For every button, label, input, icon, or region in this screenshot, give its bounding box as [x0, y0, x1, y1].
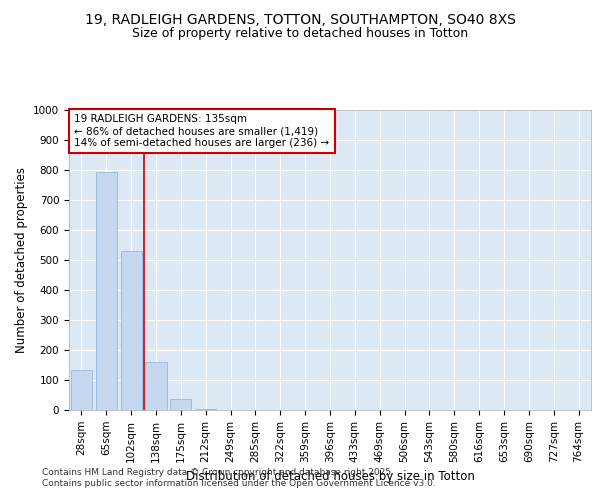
- X-axis label: Distribution of detached houses by size in Totton: Distribution of detached houses by size …: [185, 470, 475, 483]
- Text: 19, RADLEIGH GARDENS, TOTTON, SOUTHAMPTON, SO40 8XS: 19, RADLEIGH GARDENS, TOTTON, SOUTHAMPTO…: [85, 12, 515, 26]
- Bar: [170, 398, 191, 410]
- Bar: [71, 370, 92, 410]
- Y-axis label: Number of detached properties: Number of detached properties: [14, 167, 28, 353]
- Bar: [195, 408, 216, 410]
- Bar: [121, 251, 142, 410]
- Bar: [145, 362, 167, 410]
- Bar: [96, 172, 117, 410]
- Text: 19 RADLEIGH GARDENS: 135sqm
← 86% of detached houses are smaller (1,419)
14% of : 19 RADLEIGH GARDENS: 135sqm ← 86% of det…: [74, 114, 329, 148]
- Text: Size of property relative to detached houses in Totton: Size of property relative to detached ho…: [132, 28, 468, 40]
- Text: Contains HM Land Registry data © Crown copyright and database right 2025.
Contai: Contains HM Land Registry data © Crown c…: [42, 468, 436, 487]
